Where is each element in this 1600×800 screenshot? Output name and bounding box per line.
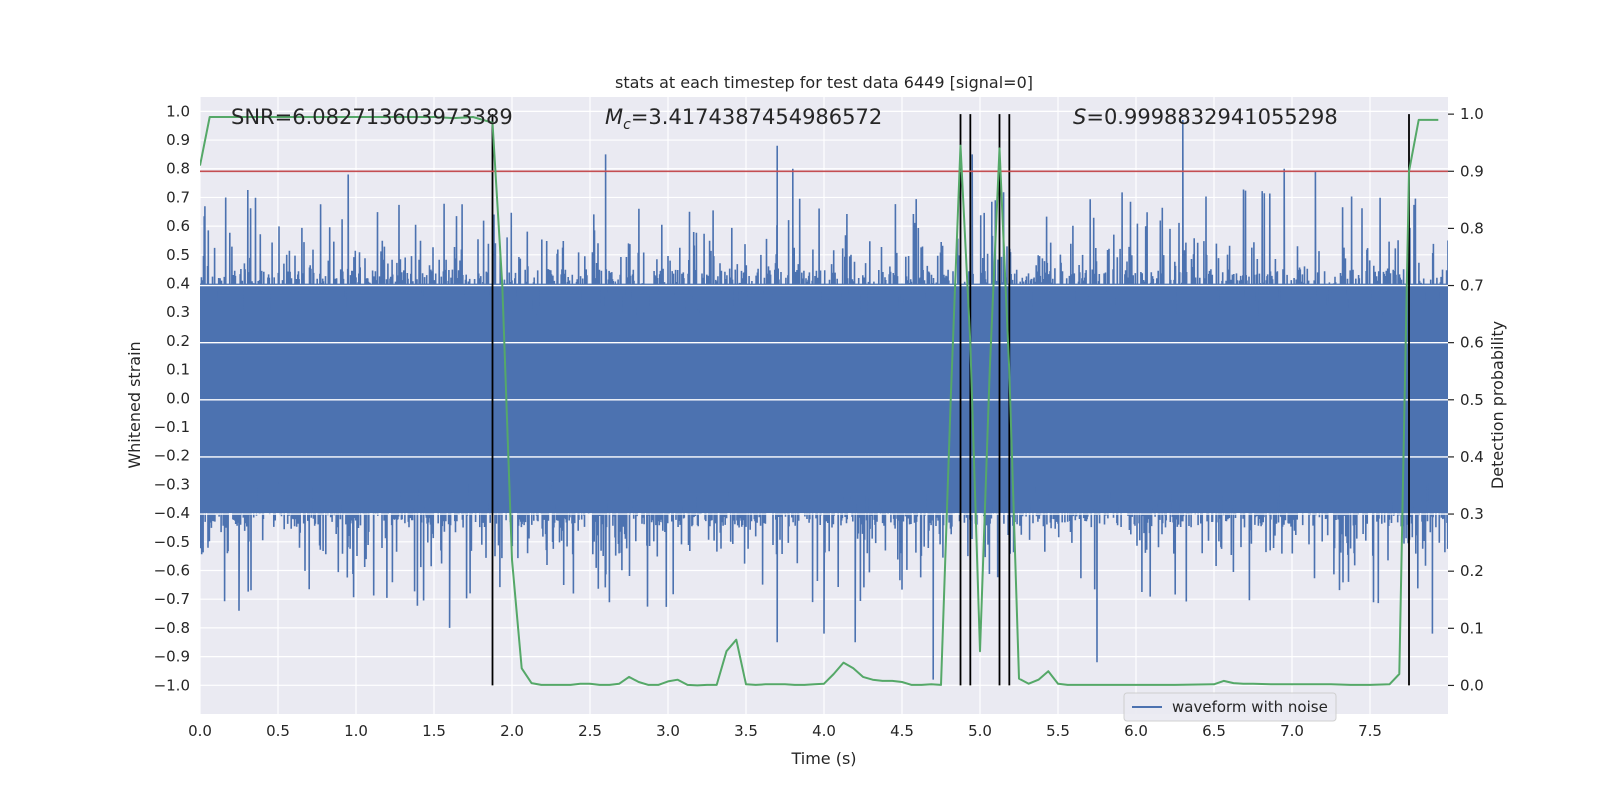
y-tick-label: 0.5 xyxy=(166,246,190,264)
overlay-grid-lines xyxy=(200,284,1448,515)
legend-box xyxy=(1123,692,1337,722)
y2-tick-label: 0.5 xyxy=(1460,391,1484,409)
y2-axis-label: Detection probability xyxy=(1488,321,1507,489)
y-tick-label: −0.5 xyxy=(154,533,190,551)
y-tick-label: 0.3 xyxy=(166,303,190,321)
chirp-mass-annotation: Mc=3.4174387454986572 xyxy=(605,105,882,133)
y2-tick-label: 0.8 xyxy=(1460,219,1484,237)
y-tick-label: 0.2 xyxy=(166,332,190,350)
x-tick-label: 1.0 xyxy=(344,722,368,740)
y-tick-label: 0.9 xyxy=(166,131,190,149)
waveform-line xyxy=(200,119,1448,680)
x-tick-label: 3.5 xyxy=(734,722,758,740)
x-tick-label: 5.5 xyxy=(1046,722,1070,740)
x-axis-label: Time (s) xyxy=(790,749,856,768)
y2-tick-label: 0.4 xyxy=(1460,448,1484,466)
y-tick-label: −1.0 xyxy=(154,676,190,694)
chart-title: stats at each timestep for test data 644… xyxy=(615,73,1033,92)
detection-probability-series xyxy=(200,116,1439,687)
x-tick-label: 3.0 xyxy=(656,722,680,740)
legend-label: waveform with noise xyxy=(1172,698,1328,716)
y2-tick-label: 0.3 xyxy=(1460,505,1484,523)
x-axis-ticks: 0.0 0.5 1.0 1.5 2.0 2.5 3.0 3.5 4.0 4.5 5.0 5.5 6.0 6… xyxy=(188,722,1382,740)
legend: waveform with noise xyxy=(1123,692,1337,722)
y-tick-label: −0.4 xyxy=(154,504,190,522)
y-tick-label: −0.3 xyxy=(154,475,190,493)
detection-probability-line xyxy=(200,116,1439,687)
y2-tick-label: 0.0 xyxy=(1460,676,1484,694)
x-tick-label: 4.5 xyxy=(890,722,914,740)
y-tick-label: 0.0 xyxy=(166,389,190,407)
y-tick-label: 0.7 xyxy=(166,188,190,206)
x-tick-label: 7.0 xyxy=(1280,722,1304,740)
x-tick-label: 6.0 xyxy=(1124,722,1148,740)
y-tick-label: 0.8 xyxy=(166,160,190,178)
x-tick-label: 4.0 xyxy=(812,722,836,740)
y-tick-label: −0.1 xyxy=(154,418,190,436)
x-tick-label: 2.0 xyxy=(500,722,524,740)
y-tick-label: 0.6 xyxy=(166,217,190,235)
y-tick-label: −0.7 xyxy=(154,590,190,608)
y2-tick-label: 0.6 xyxy=(1460,334,1484,352)
y-tick-label: −0.9 xyxy=(154,648,190,666)
x-tick-label: 0.5 xyxy=(266,722,290,740)
y2-axis-ticks: 0.0 0.1 0.2 0.3 0.4 0.5 0.6 0.7 0.8 0.9 1.0 xyxy=(1448,105,1484,694)
y-tick-label: 0.4 xyxy=(166,275,190,293)
x-tick-label: 5.0 xyxy=(968,722,992,740)
y2-tick-label: 0.9 xyxy=(1460,162,1484,180)
y-tick-label: −0.6 xyxy=(154,562,190,580)
waveform-with-noise-series xyxy=(200,119,1448,680)
y2-tick-label: 1.0 xyxy=(1460,105,1484,123)
s-annotation: S=0.9998832941055298 xyxy=(1073,105,1338,129)
y2-tick-label: 0.1 xyxy=(1460,619,1484,637)
x-tick-label: 1.5 xyxy=(422,722,446,740)
y-tick-label: −0.8 xyxy=(154,619,190,637)
y-axis-ticks: −1.0 −0.9 −0.8 −0.7 −0.6 −0.5 −0.4 −0.3 −0.2 −0.1… xyxy=(154,102,190,694)
y-tick-label: 0.1 xyxy=(166,361,190,379)
y-tick-label: −0.2 xyxy=(154,447,190,465)
snr-annotation: SNR=6.082713603973389 xyxy=(231,105,513,129)
y-axis-label: Whitened strain xyxy=(125,341,144,468)
x-tick-label: 0.0 xyxy=(188,722,212,740)
x-tick-label: 6.5 xyxy=(1202,722,1226,740)
x-tick-label: 7.5 xyxy=(1358,722,1382,740)
y2-tick-label: 0.7 xyxy=(1460,277,1484,295)
y2-tick-label: 0.2 xyxy=(1460,562,1484,580)
x-tick-label: 2.5 xyxy=(578,722,602,740)
y-tick-label: 1.0 xyxy=(166,102,190,120)
